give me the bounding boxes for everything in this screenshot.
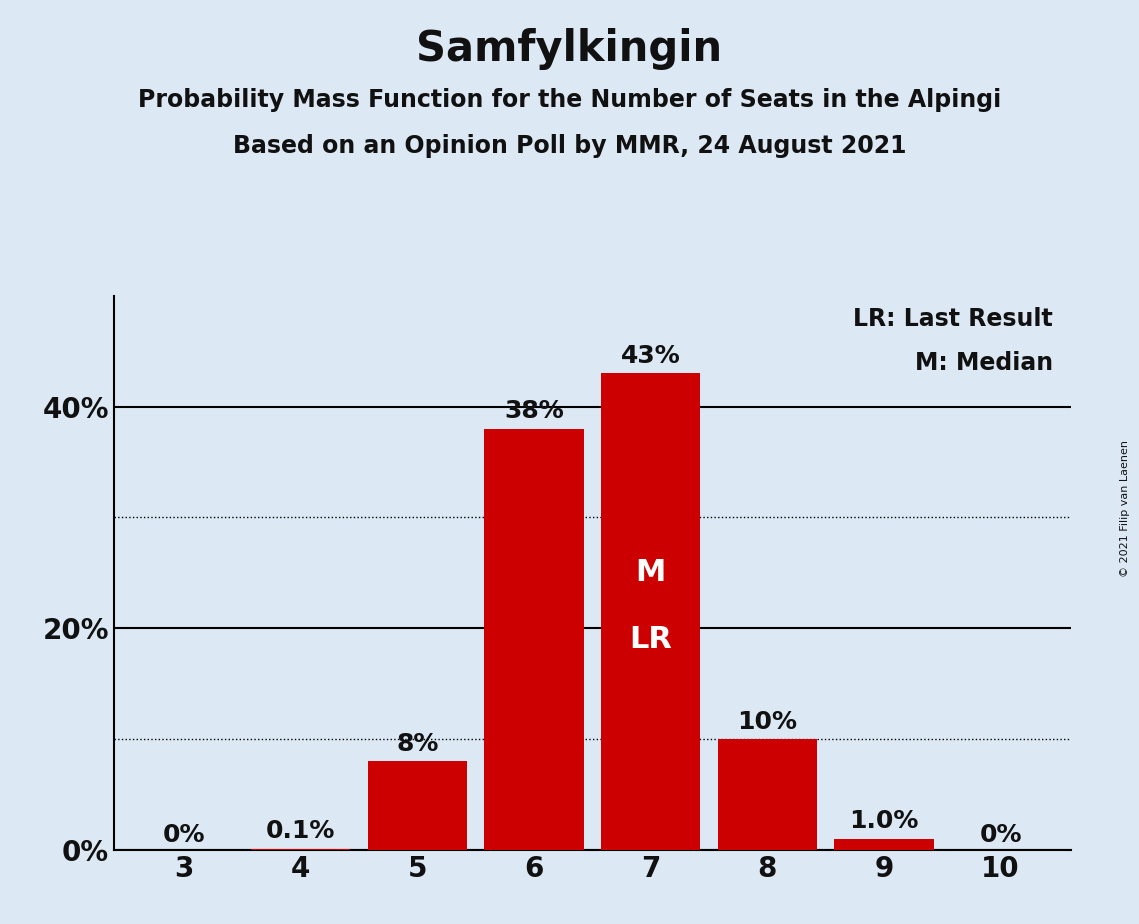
Text: LR: LR [629,625,672,654]
Text: Samfylkingin: Samfylkingin [417,28,722,69]
Text: 10%: 10% [737,710,797,734]
Text: M: Median: M: Median [915,351,1054,375]
Text: 38%: 38% [505,399,564,423]
Text: 43%: 43% [621,344,680,368]
Text: Probability Mass Function for the Number of Seats in the Alpingi: Probability Mass Function for the Number… [138,88,1001,112]
Text: © 2021 Filip van Laenen: © 2021 Filip van Laenen [1121,440,1130,577]
Text: 0%: 0% [980,822,1022,846]
Text: Based on an Opinion Poll by MMR, 24 August 2021: Based on an Opinion Poll by MMR, 24 Augu… [232,134,907,158]
Bar [484,429,583,850]
Text: LR: Last Result: LR: Last Result [853,307,1054,331]
Text: 1.0%: 1.0% [850,809,919,833]
Bar [718,739,817,850]
Bar [835,839,934,850]
Text: 0%: 0% [163,822,205,846]
Bar [368,761,467,850]
Text: 8%: 8% [396,732,439,756]
Text: M: M [636,558,666,588]
Bar [601,373,700,850]
Text: 0.1%: 0.1% [265,820,335,844]
Bar [251,849,350,850]
